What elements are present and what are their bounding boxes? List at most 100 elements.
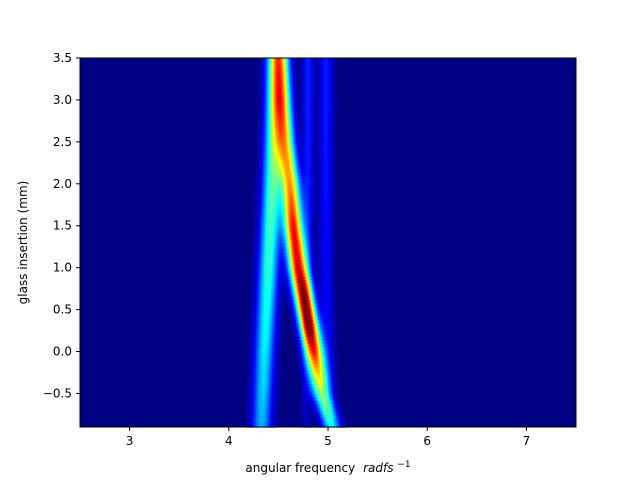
heatmap-cell	[269, 259, 272, 264]
heatmap-cell	[266, 359, 269, 364]
heatmap-cell	[271, 249, 274, 254]
heatmap-cell	[304, 312, 306, 317]
heatmap-cell	[326, 403, 328, 408]
heatmap-cell	[300, 336, 302, 341]
heatmap-cell	[264, 416, 267, 421]
heatmap-cell	[331, 413, 334, 418]
heatmap-cell	[272, 296, 275, 301]
heatmap-cell	[275, 376, 278, 381]
heatmap-cell	[305, 333, 307, 338]
heatmap-cell	[270, 302, 273, 307]
heatmap-cell	[276, 369, 279, 374]
heatmap-cell	[314, 416, 316, 421]
heatmap-cell	[260, 343, 263, 348]
heatmap-cell	[343, 420, 346, 425]
heatmap-cell	[292, 292, 294, 297]
heatmap-cell	[294, 306, 296, 311]
heatmap-cell	[325, 336, 327, 341]
heatmap-cell	[316, 373, 318, 378]
heatmap-cell	[317, 359, 319, 364]
heatmap-cell	[255, 309, 258, 314]
heatmap-cell	[317, 306, 319, 311]
heatmap-cell	[328, 333, 330, 338]
heatmap-cell	[266, 393, 269, 398]
heatmap-cell	[306, 323, 308, 327]
heatmap-cell	[260, 363, 263, 368]
heatmap-cell	[249, 416, 252, 421]
heatmap-cell	[277, 400, 279, 405]
heatmap-cell	[303, 262, 305, 267]
heatmap-cell	[265, 245, 268, 250]
heatmap-cell	[271, 323, 274, 327]
heatmap-cell	[333, 249, 336, 254]
heatmap-cell	[320, 346, 322, 351]
heatmap-cell	[314, 349, 316, 354]
heatmap-cell	[300, 286, 302, 291]
heatmap-cell	[329, 296, 332, 301]
heatmap-cell	[312, 235, 314, 240]
heatmap-cell	[250, 410, 253, 415]
heatmap-cell	[257, 349, 260, 354]
heatmap-cell	[276, 239, 279, 244]
heatmap-cell	[305, 413, 307, 418]
heatmap-cell	[321, 306, 323, 311]
heatmap-cell	[291, 319, 293, 324]
heatmap-cell	[251, 262, 254, 267]
heatmap-cell	[338, 410, 341, 415]
heatmap-cell	[255, 306, 258, 311]
heatmap-cell	[253, 403, 256, 408]
heatmap-cell	[308, 249, 310, 254]
heatmap-cell	[323, 400, 325, 405]
heatmap-cell	[332, 255, 335, 260]
heatmap-cell	[329, 403, 332, 408]
heatmap-cell	[252, 336, 255, 341]
heatmap-cell	[253, 373, 256, 378]
heatmap-cell	[328, 390, 331, 395]
heatmap-cell	[323, 279, 325, 284]
heatmap-cell	[290, 249, 292, 254]
heatmap-cell	[311, 312, 313, 317]
heatmap-cell	[296, 276, 298, 280]
heatmap-cell	[277, 282, 279, 287]
heatmap-cell	[297, 252, 299, 257]
heatmap-cell	[297, 276, 299, 280]
heatmap-cell	[335, 363, 338, 368]
heatmap-cell	[312, 353, 314, 358]
heatmap-cell	[295, 282, 297, 287]
heatmap-cell	[266, 239, 269, 244]
heatmap-cell	[328, 262, 331, 267]
heatmap-cell	[290, 265, 292, 270]
heatmap-cell	[270, 235, 273, 240]
heatmap-cell	[249, 346, 252, 351]
heatmap-cell	[316, 403, 318, 408]
heatmap-cell	[255, 302, 258, 307]
heatmap-cell	[260, 356, 263, 361]
heatmap-cell	[276, 232, 279, 237]
heatmap-cell	[303, 333, 305, 338]
heatmap-cell	[250, 386, 253, 391]
heatmap-cell	[307, 316, 309, 321]
heatmap-cell	[305, 323, 307, 327]
heatmap-cell	[279, 336, 281, 341]
heatmap-cell	[260, 380, 263, 384]
heatmap-cell	[266, 373, 269, 378]
heatmap-cell	[262, 410, 265, 415]
heatmap-cell	[258, 363, 261, 368]
heatmap-cell	[304, 323, 306, 327]
heatmap-cell	[321, 349, 323, 354]
heatmap-cell	[259, 366, 262, 371]
heatmap-cell	[299, 373, 301, 378]
heatmap-cell	[250, 316, 253, 321]
heatmap-cell	[323, 299, 325, 304]
heatmap-cell	[330, 296, 333, 301]
heatmap-cell	[282, 289, 284, 294]
heatmap-cell	[329, 249, 332, 254]
heatmap-cell	[255, 259, 258, 264]
heatmap-cell	[310, 316, 312, 321]
heatmap-cell	[258, 373, 261, 378]
heatmap-cell	[281, 252, 283, 257]
heatmap-cell	[270, 262, 273, 267]
heatmap-cell	[248, 329, 251, 334]
heatmap-cell	[333, 376, 336, 381]
heatmap-cell	[309, 369, 311, 374]
